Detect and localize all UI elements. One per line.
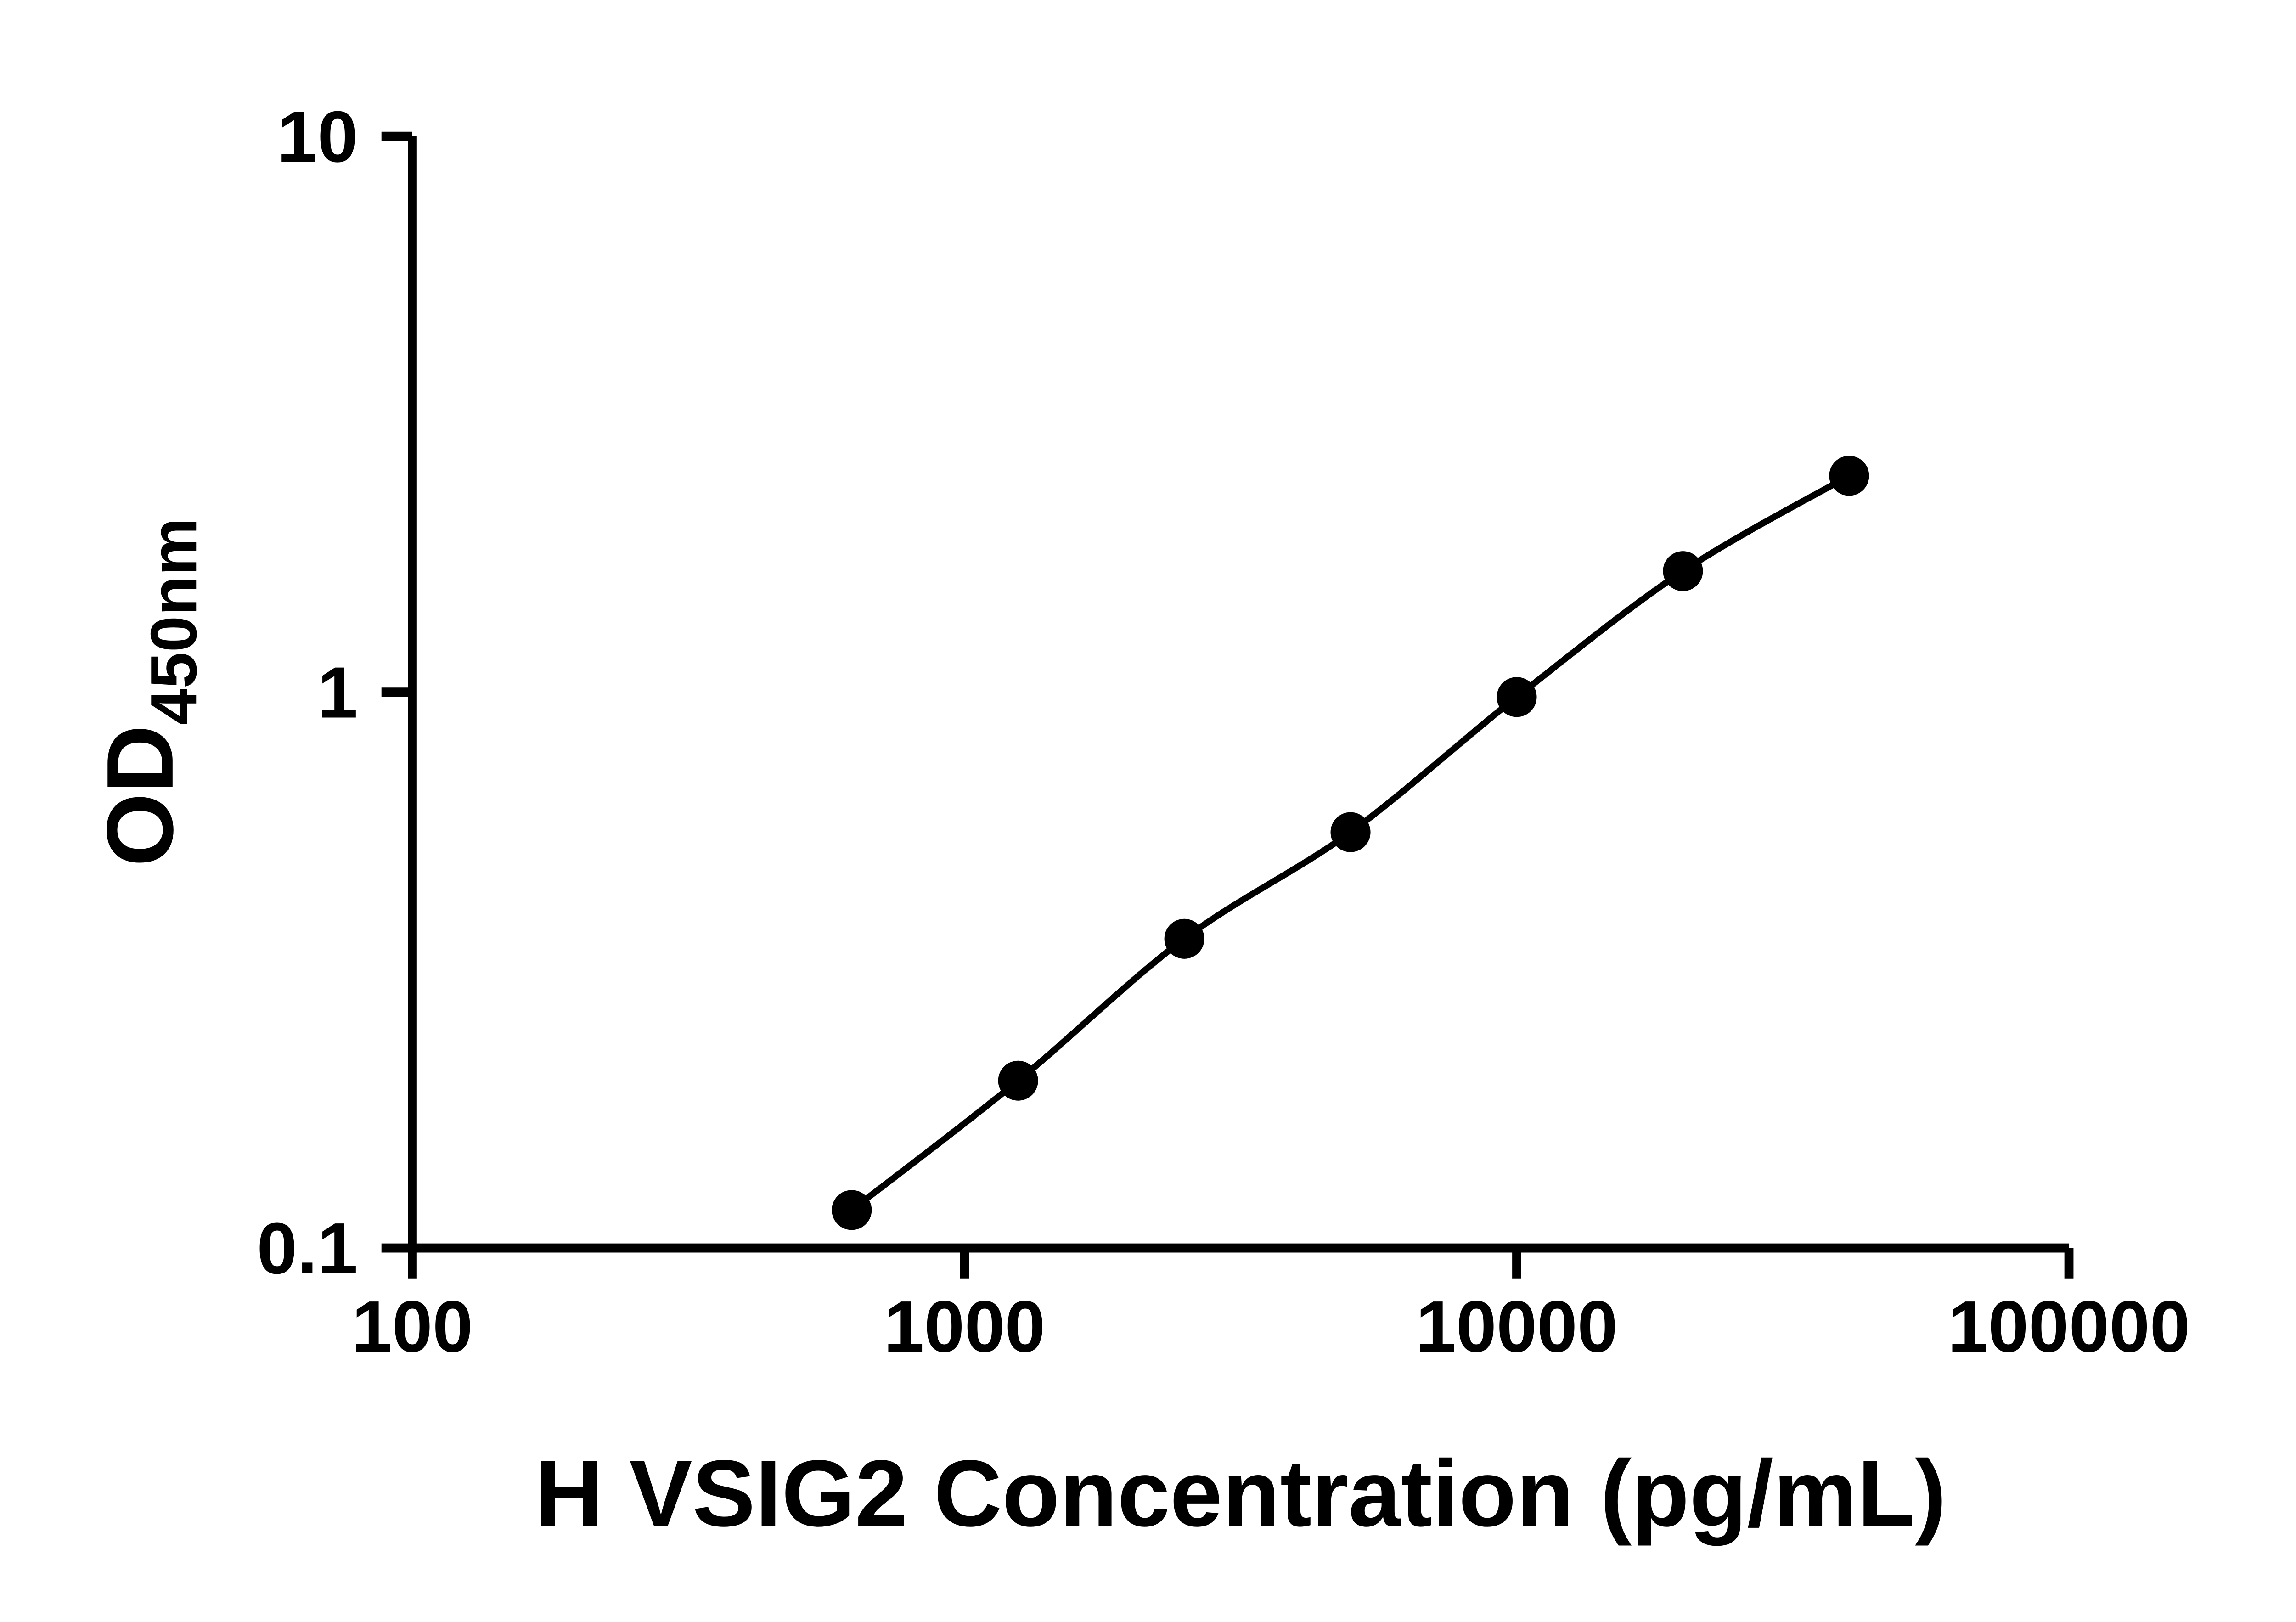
y-axis-title-subscript: 450nm [137, 518, 210, 725]
data-point-marker [832, 1190, 872, 1230]
x-tick-label: 1000 [884, 1286, 1045, 1367]
data-point-marker [1330, 812, 1371, 852]
data-point-marker [1663, 551, 1703, 591]
x-axis-title: H VSIG2 Concentration (pg/mL) [535, 1441, 1947, 1546]
data-point-marker [1497, 677, 1537, 717]
y-tick-label: 0.1 [257, 1208, 358, 1289]
y-axis-title: OD450nm [87, 518, 210, 867]
data-point-marker [1829, 456, 1869, 496]
y-tick-label: 1 [317, 652, 358, 733]
axes [381, 131, 2074, 1279]
x-tick-label: 100000 [1948, 1286, 2190, 1367]
y-axis-title-main: OD [87, 725, 193, 867]
data-point-marker [998, 1060, 1038, 1101]
x-tick-label: 10000 [1416, 1286, 1618, 1367]
x-tick-label: 100 [352, 1286, 473, 1367]
data-point-marker [1164, 918, 1204, 959]
axis-spines [408, 136, 2069, 1253]
y-tick-label: 10 [277, 96, 358, 177]
axis-labels: 100 1000 10000 100000 0.1 1 10 H VSIG2 C… [87, 96, 2190, 1546]
data-series [832, 456, 1869, 1230]
